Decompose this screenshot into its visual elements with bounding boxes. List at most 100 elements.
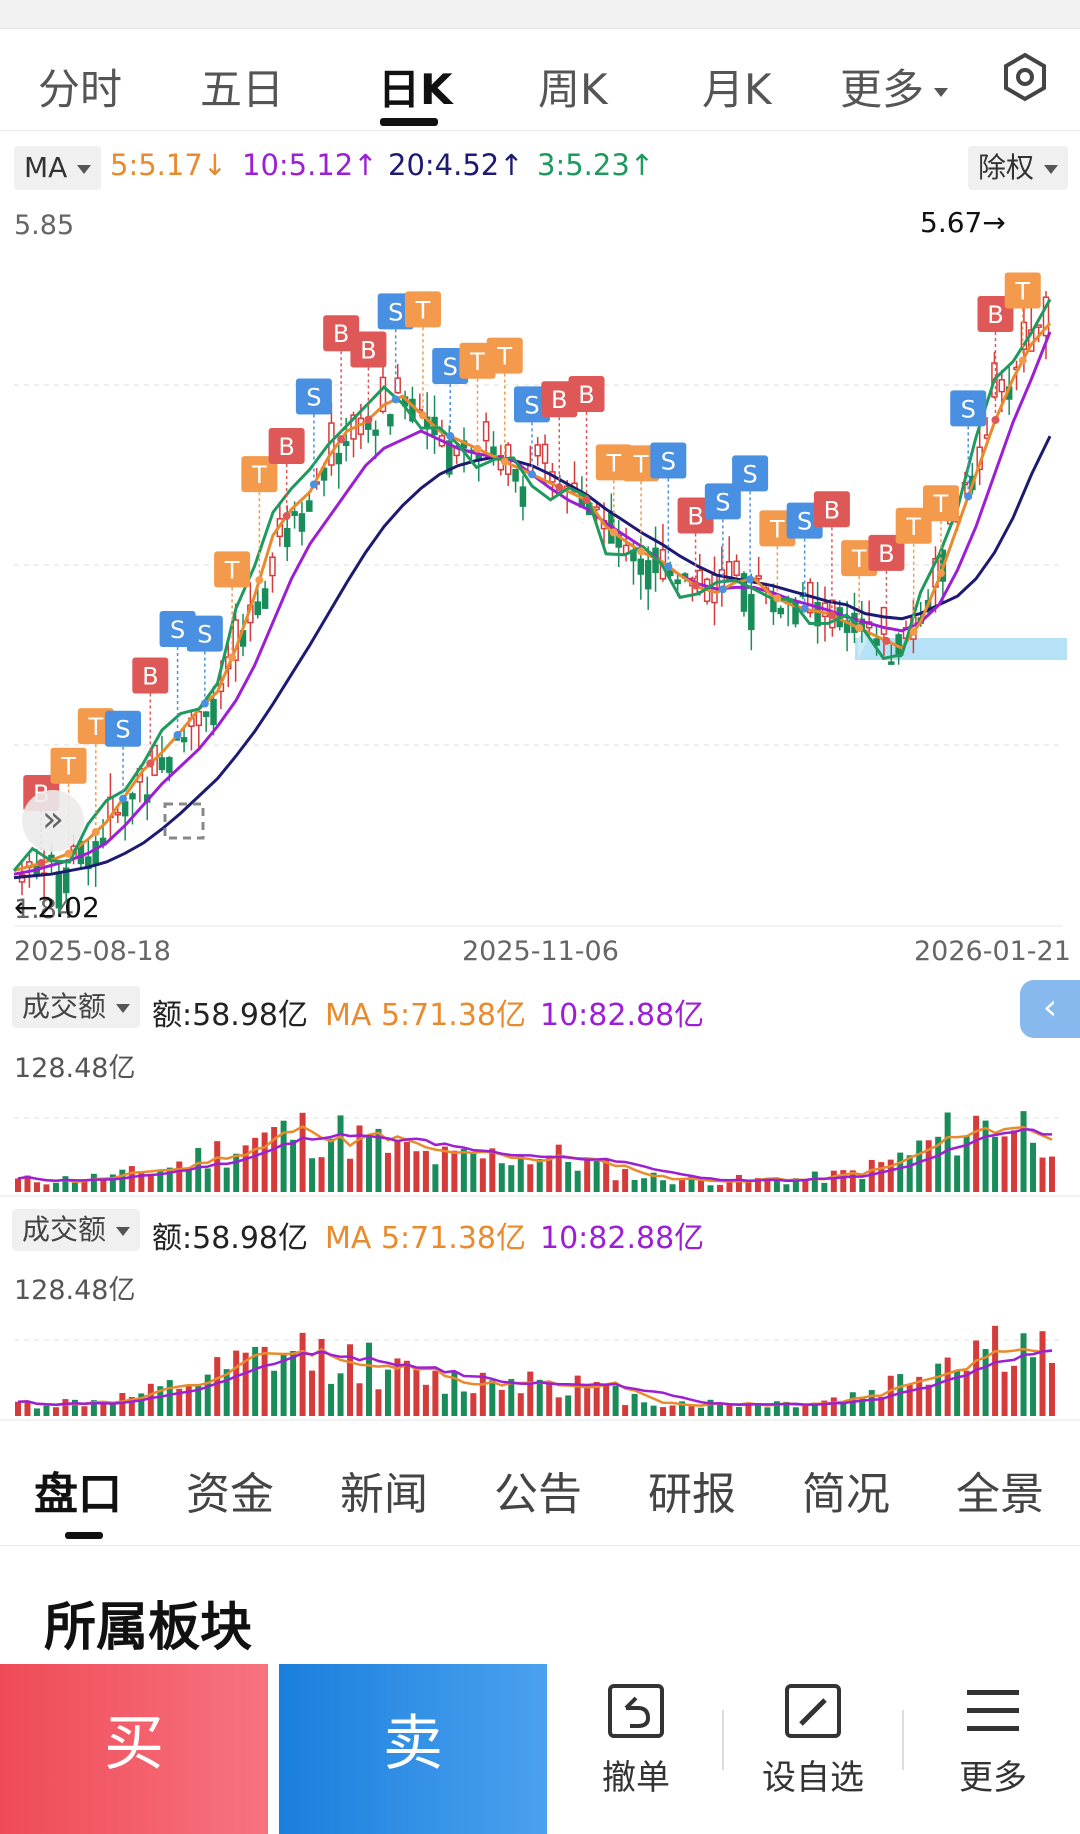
tab-intraday[interactable]: 分时 (38, 65, 123, 114)
marker-b-label: B (987, 301, 1003, 329)
volume-bar (641, 1178, 648, 1192)
volume-ma5-line (17, 1347, 1053, 1407)
tab-daily-k[interactable]: 日K (378, 65, 453, 114)
ma-selector[interactable]: MA (14, 146, 102, 190)
tab-news[interactable]: 新闻 (340, 1469, 428, 1520)
tab-profile[interactable]: 简况 (802, 1469, 890, 1520)
tab-research[interactable]: 研报 (648, 1469, 736, 1520)
ma3-line (12, 298, 1052, 872)
tab-monthly-k[interactable]: 月K (702, 65, 772, 114)
tab-announcements[interactable]: 公告 (494, 1469, 582, 1520)
volume-bar (1020, 1111, 1027, 1192)
volume-bar (555, 1144, 562, 1192)
adjust-selector[interactable]: 除权 (968, 146, 1069, 190)
volume-bar (906, 1155, 913, 1192)
sell-button[interactable]: 卖 (279, 1664, 547, 1834)
volume-bar (261, 1346, 268, 1416)
marker-s-badge (786, 502, 823, 539)
candle-body (637, 558, 645, 575)
volume-bar (299, 1332, 306, 1416)
marker-b-label: B (360, 337, 376, 365)
volume-panel-1-header: 成交额 额:58.98亿 MA 5:71.38亿 10:82.88亿 (0, 980, 1080, 1034)
volume-bar (109, 1404, 116, 1416)
volume-bar (52, 1182, 59, 1192)
volume-bar (347, 1158, 354, 1192)
volume-bar (783, 1401, 790, 1416)
volume-bar (536, 1379, 543, 1416)
volume-bar (546, 1383, 553, 1416)
undo-icon (608, 1684, 664, 1738)
marker-dot (418, 411, 427, 420)
marker-dot (582, 496, 591, 505)
volume-bar (849, 1170, 856, 1192)
ma5-text: 5:5.17 (110, 148, 203, 182)
volume-bar (309, 1370, 316, 1416)
volume-bar (992, 1325, 999, 1416)
candle-body (755, 575, 762, 580)
volume-selector[interactable]: 成交额 (12, 986, 141, 1028)
marker-s-badge (432, 347, 469, 384)
volume-bar (935, 1363, 942, 1416)
candle-body (269, 556, 276, 577)
volume-bar (992, 1136, 999, 1192)
volume-bar (479, 1372, 486, 1416)
tab-funds[interactable]: 资金 (186, 1469, 274, 1520)
volume-bar (698, 1179, 705, 1192)
volume-bar (574, 1170, 581, 1192)
volume-bar (508, 1165, 515, 1192)
marker-s-label: S (115, 716, 130, 744)
marker-b-label: B (687, 502, 703, 530)
marker-dot (473, 444, 482, 453)
volume-bar (593, 1381, 600, 1416)
tab-order-book[interactable]: 盘口 (34, 1469, 122, 1520)
volume-bar (792, 1407, 799, 1416)
volume-bar (527, 1164, 534, 1192)
volume-bar (460, 1148, 467, 1192)
volume-bar (489, 1380, 496, 1416)
volume-bar (745, 1180, 752, 1192)
marker-dot (228, 653, 237, 662)
volume-bar (147, 1174, 154, 1192)
ma-legend-bar: MA 除权 (0, 140, 1080, 200)
volume-selector[interactable]: 成交额 (12, 1209, 141, 1251)
marker-s-label: S (661, 447, 676, 475)
candle-body (166, 757, 173, 773)
volume-bar (157, 1386, 164, 1416)
volume-bar (783, 1184, 790, 1192)
more-button[interactable]: 更多 (913, 1680, 1073, 1799)
volume-bar (916, 1376, 923, 1416)
candle-body (888, 661, 895, 665)
tab-five-day[interactable]: 五日 (200, 65, 285, 114)
candle-body (342, 441, 350, 446)
candle-body (283, 527, 291, 548)
tab-more[interactable]: 更多 (840, 56, 949, 117)
marker-dot (637, 547, 646, 556)
volume-bar (337, 1115, 344, 1192)
volume-bar (290, 1351, 297, 1416)
fullscreen-icon[interactable] (155, 796, 215, 846)
volume-bar (204, 1374, 211, 1416)
tab-overview[interactable]: 全景 (956, 1469, 1044, 1520)
add-watchlist-button[interactable]: 设自选 (733, 1680, 893, 1799)
volume-bar (498, 1163, 505, 1192)
volume-bar (868, 1159, 875, 1192)
kline-chart[interactable]: 5.85 1.84 5.67→ BTTSBSSTTBSBBSTSTTSBBTTS… (0, 0, 1080, 1434)
cancel-order-button[interactable]: 撤单 (556, 1680, 716, 1799)
collapse-button[interactable]: » (22, 790, 84, 852)
marker-b-label: B (278, 433, 294, 461)
buy-button[interactable]: 买 (0, 1664, 268, 1834)
volume-bar (574, 1375, 581, 1416)
expand-panel-button[interactable]: ‹ (1020, 980, 1080, 1038)
chevron-down-icon (116, 1003, 131, 1013)
date-end: 2026-01-21 (914, 936, 1071, 967)
volume-bar (166, 1167, 173, 1192)
volume-bar (802, 1405, 809, 1416)
settings-icon[interactable] (1000, 52, 1050, 102)
volume-bar (821, 1182, 828, 1192)
tab-weekly-k[interactable]: 周K (538, 65, 608, 114)
marker-t-label: T (769, 515, 785, 543)
volume-bar (878, 1396, 885, 1416)
candle-body (534, 444, 541, 457)
volume-bar (318, 1338, 325, 1416)
menu-icon (967, 1690, 1019, 1731)
